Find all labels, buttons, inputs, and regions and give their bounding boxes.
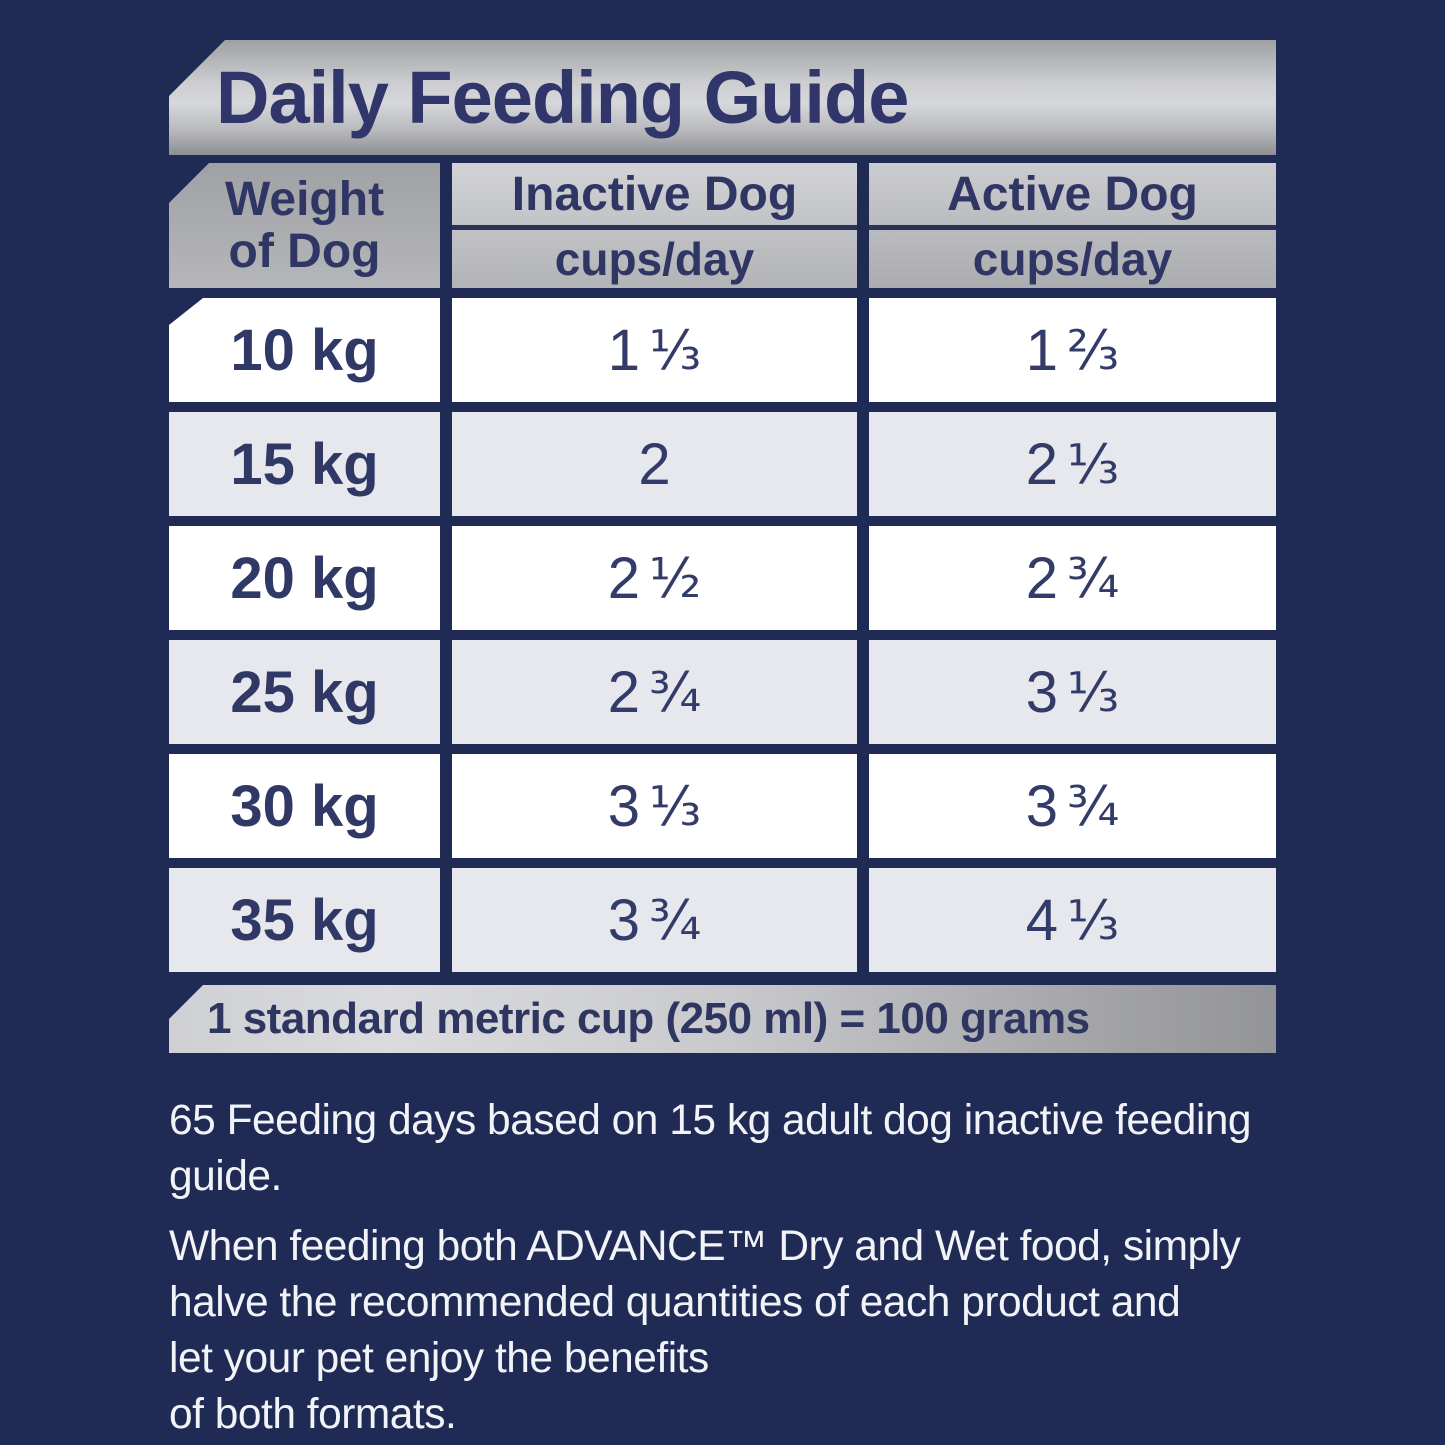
value-whole: 3 — [1025, 773, 1058, 839]
value-fraction: ⅓ — [648, 318, 702, 382]
header-weight-line2: of Dog — [228, 224, 381, 278]
value-fraction: ⅓ — [1066, 888, 1120, 952]
header-inactive-label: Inactive Dog — [511, 167, 798, 221]
weight-cell: 15 kg — [169, 412, 440, 516]
value-fraction: ¾ — [648, 888, 702, 952]
value-fraction: ¾ — [1066, 774, 1120, 838]
header-weight-line1: Weight — [224, 172, 385, 226]
value-whole: 2 — [607, 545, 640, 611]
value-whole: 3 — [607, 887, 640, 953]
value-whole: 2 — [607, 659, 640, 725]
value-whole: 1 — [1025, 317, 1058, 383]
feeding-table: Weight of Dog Inactive Dog cups/day Acti… — [169, 163, 1276, 972]
feeding-guide-panel: Daily Feeding Guide Weight of Dog Inacti… — [169, 40, 1276, 1443]
header-separator — [452, 225, 857, 230]
note-line: 65 Feeding days based on 15 kg adult dog… — [169, 1097, 1252, 1144]
header-separator — [869, 225, 1276, 230]
note-line: halve the recommended quantities of each… — [169, 1279, 1181, 1326]
value-fraction: ¾ — [648, 660, 702, 724]
feeding-days-note: 65 Feeding days based on 15 kg adult dog… — [169, 1093, 1276, 1205]
weight-cell: 30 kg — [169, 754, 440, 858]
cup-conversion-note: 1 standard metric cup (250 ml) = 100 gra… — [207, 994, 1090, 1043]
value-whole: 3 — [607, 773, 640, 839]
note-line: When feeding both ADVANCE™ Dry and Wet f… — [169, 1223, 1241, 1270]
weight-cell: 35 kg — [169, 868, 440, 972]
header-inactive-dog: Inactive Dog cups/day — [452, 163, 857, 288]
value-fraction: ¾ — [1066, 546, 1120, 610]
cup-note-banner: 1 standard metric cup (250 ml) = 100 gra… — [169, 985, 1276, 1053]
header-inactive-unit: cups/day — [554, 233, 755, 285]
value-whole: 2 — [1025, 545, 1058, 611]
value-fraction: ⅓ — [1066, 432, 1120, 496]
value-fraction: ⅓ — [1066, 660, 1120, 724]
weight-cell: 20 kg — [169, 526, 440, 630]
header-active-unit: cups/day — [972, 233, 1173, 285]
note-line: let your pet enjoy the benefits — [169, 1335, 709, 1382]
weight-cell: 25 kg — [169, 640, 440, 744]
value-whole: 3 — [1025, 659, 1058, 725]
note-line: guide. — [169, 1153, 282, 1200]
weight-cell: 10 kg — [169, 298, 440, 402]
header-active-label: Active Dog — [947, 167, 1198, 221]
value-whole: 4 — [1025, 887, 1058, 953]
page-title: Daily Feeding Guide — [216, 56, 909, 139]
header-active-dog: Active Dog cups/day — [869, 163, 1276, 288]
header-weight-of-dog: Weight of Dog — [169, 163, 440, 288]
value-whole: 2 — [1025, 431, 1058, 497]
title-banner: Daily Feeding Guide — [169, 40, 1276, 155]
note-line: of both formats. — [169, 1391, 457, 1438]
value-whole: 2 — [638, 431, 671, 497]
value-whole: 1 — [607, 317, 640, 383]
inactive-value-cell: 2 — [452, 412, 857, 516]
mixed-feeding-note: When feeding both ADVANCE™ Dry and Wet f… — [169, 1219, 1276, 1443]
value-fraction: ½ — [648, 546, 702, 610]
value-fraction: ⅔ — [1066, 318, 1120, 382]
value-fraction: ⅓ — [648, 774, 702, 838]
